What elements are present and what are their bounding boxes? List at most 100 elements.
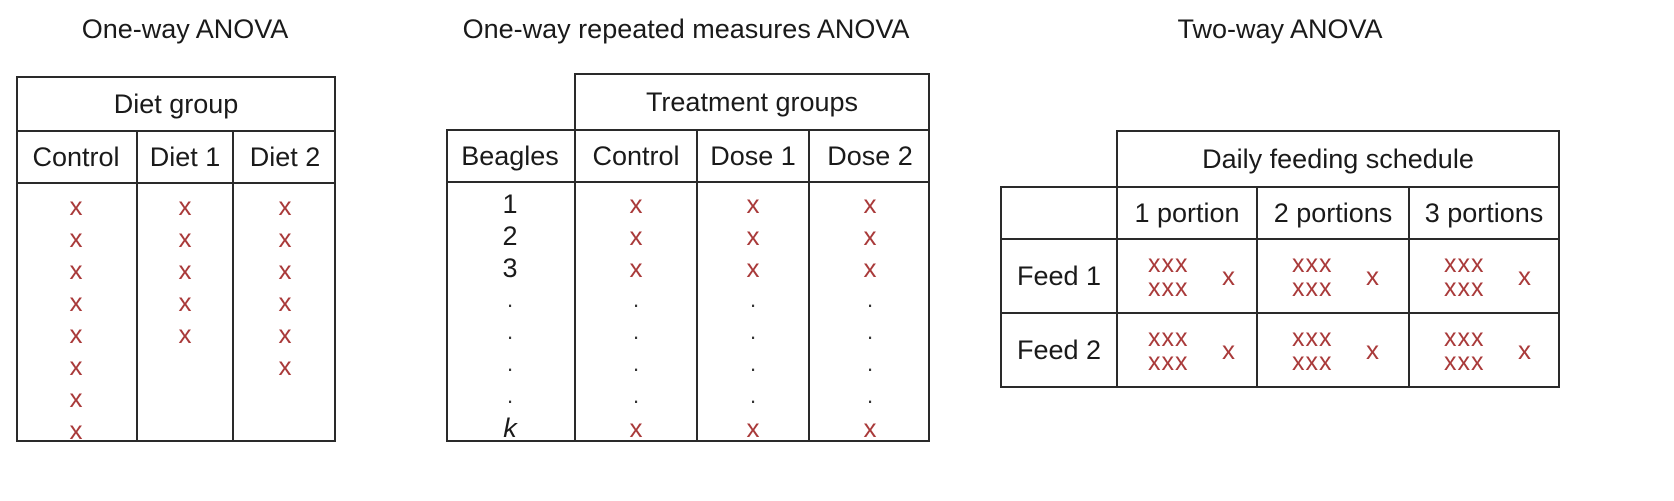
observation-mark: x — [178, 287, 192, 317]
observation-mark: x — [69, 319, 83, 349]
column-header: 2 portions — [1273, 197, 1393, 228]
observation-mark: x — [178, 255, 192, 285]
ellipsis-dot: . — [632, 351, 640, 376]
column-divider — [232, 130, 234, 442]
observation-mark: x — [69, 383, 83, 413]
observation-mark: x — [1518, 335, 1531, 365]
column-header: Control — [32, 141, 120, 172]
row-header: Beagles — [461, 140, 559, 171]
subject-label: 2 — [502, 221, 518, 251]
observation-mark: x — [69, 351, 83, 381]
ellipsis-dot: . — [866, 351, 874, 376]
column-header-divider — [446, 181, 930, 183]
observation-mark: x — [278, 287, 292, 317]
observation-mark: x — [69, 255, 83, 285]
ellipsis-dot: . — [866, 383, 874, 408]
ellipsis-dot: . — [506, 287, 514, 312]
ellipsis-dot: . — [749, 351, 757, 376]
group-header-border — [1116, 130, 1560, 188]
observation-mark: x — [629, 253, 643, 283]
ellipsis-dot: . — [632, 383, 640, 408]
observation-mark: x — [69, 415, 83, 445]
replicate-cluster: xxx xxx x — [1148, 250, 1235, 302]
observation-marks: xxx — [1292, 348, 1333, 376]
observation-mark: x — [746, 413, 760, 443]
observation-mark: x — [69, 191, 83, 221]
ellipsis-dot: . — [506, 383, 514, 408]
observation-mark: x — [746, 189, 760, 219]
row-divider — [1000, 312, 1560, 314]
column-divider — [696, 129, 698, 442]
observation-mark: x — [278, 319, 292, 349]
column-header: Dose 1 — [710, 140, 796, 171]
group-header: Diet group — [113, 88, 239, 119]
observation-mark: x — [69, 223, 83, 253]
observation-mark: x — [178, 223, 192, 253]
observation-mark: x — [1366, 261, 1379, 291]
column-header: 3 portions — [1424, 197, 1544, 228]
observation-mark: x — [1366, 335, 1379, 365]
table-border — [446, 129, 930, 442]
observation-mark: x — [863, 253, 877, 283]
ellipsis-dot: . — [866, 319, 874, 344]
observation-marks: xxx — [1444, 324, 1485, 352]
observation-mark: x — [278, 223, 292, 253]
column-divider — [136, 130, 138, 442]
observation-mark: x — [1518, 261, 1531, 291]
ellipsis-dot: . — [632, 319, 640, 344]
panel2-title: One-way repeated measures ANOVA — [462, 14, 910, 44]
column-divider — [1256, 186, 1258, 388]
observation-mark: x — [178, 319, 192, 349]
observation-mark: x — [629, 221, 643, 251]
ellipsis-dot: . — [632, 287, 640, 312]
subject-label: 1 — [502, 189, 518, 219]
group-header: Daily feeding schedule — [1202, 143, 1474, 174]
ellipsis-dot: . — [866, 287, 874, 312]
column-divider — [1116, 186, 1118, 388]
column-header: 1 portion — [1134, 197, 1240, 228]
subject-label: 3 — [502, 253, 518, 283]
observation-mark: x — [69, 287, 83, 317]
row-divider — [1000, 238, 1560, 240]
observation-mark: x — [863, 221, 877, 251]
observation-marks: xxx — [1444, 348, 1485, 376]
panel3-title: Two-way ANOVA — [1177, 14, 1383, 44]
column-divider — [574, 129, 576, 442]
subject-label: k — [503, 413, 517, 443]
ellipsis-dot: . — [506, 351, 514, 376]
observation-marks: xxx — [1148, 348, 1189, 376]
column-header: Dose 2 — [827, 140, 913, 171]
observation-mark: x — [863, 189, 877, 219]
column-header: Control — [592, 140, 680, 171]
row-header: Feed 1 — [1016, 260, 1102, 291]
ellipsis-dot: . — [749, 383, 757, 408]
observation-mark: x — [278, 191, 292, 221]
observation-marks: xxx — [1148, 324, 1189, 352]
column-header-divider — [16, 182, 336, 184]
table-border — [16, 76, 336, 442]
row-header: Feed 2 — [1016, 334, 1102, 365]
replicate-cluster: xxx xxx x — [1292, 250, 1379, 302]
column-header: Diet 1 — [149, 141, 221, 172]
observation-marks: xxx — [1444, 250, 1485, 278]
observation-mark: x — [863, 413, 877, 443]
group-header: Treatment groups — [645, 86, 859, 117]
column-header: Diet 2 — [249, 141, 321, 172]
observation-mark: x — [746, 253, 760, 283]
ellipsis-dot: . — [749, 287, 757, 312]
observation-marks: xxx — [1292, 250, 1333, 278]
ellipsis-dot: . — [749, 319, 757, 344]
observation-marks: xxx — [1444, 274, 1485, 302]
observation-mark: x — [1222, 261, 1235, 291]
replicate-cluster: xxx xxx x — [1444, 250, 1531, 302]
observation-mark: x — [278, 351, 292, 381]
ellipsis-dot: . — [506, 319, 514, 344]
observation-marks: xxx — [1292, 324, 1333, 352]
